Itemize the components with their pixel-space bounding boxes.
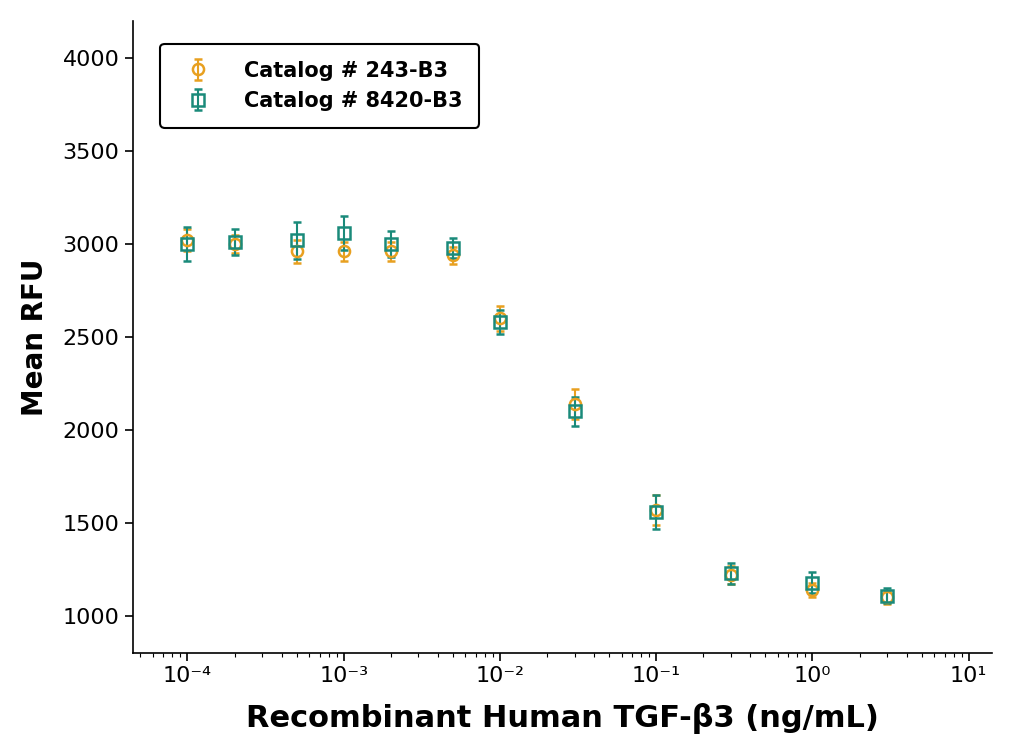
Y-axis label: Mean RFU: Mean RFU [21,258,49,416]
X-axis label: Recombinant Human TGF-β3 (ng/mL): Recombinant Human TGF-β3 (ng/mL) [246,703,879,734]
Legend: Catalog # 243-B3, Catalog # 8420-B3: Catalog # 243-B3, Catalog # 8420-B3 [160,44,479,128]
